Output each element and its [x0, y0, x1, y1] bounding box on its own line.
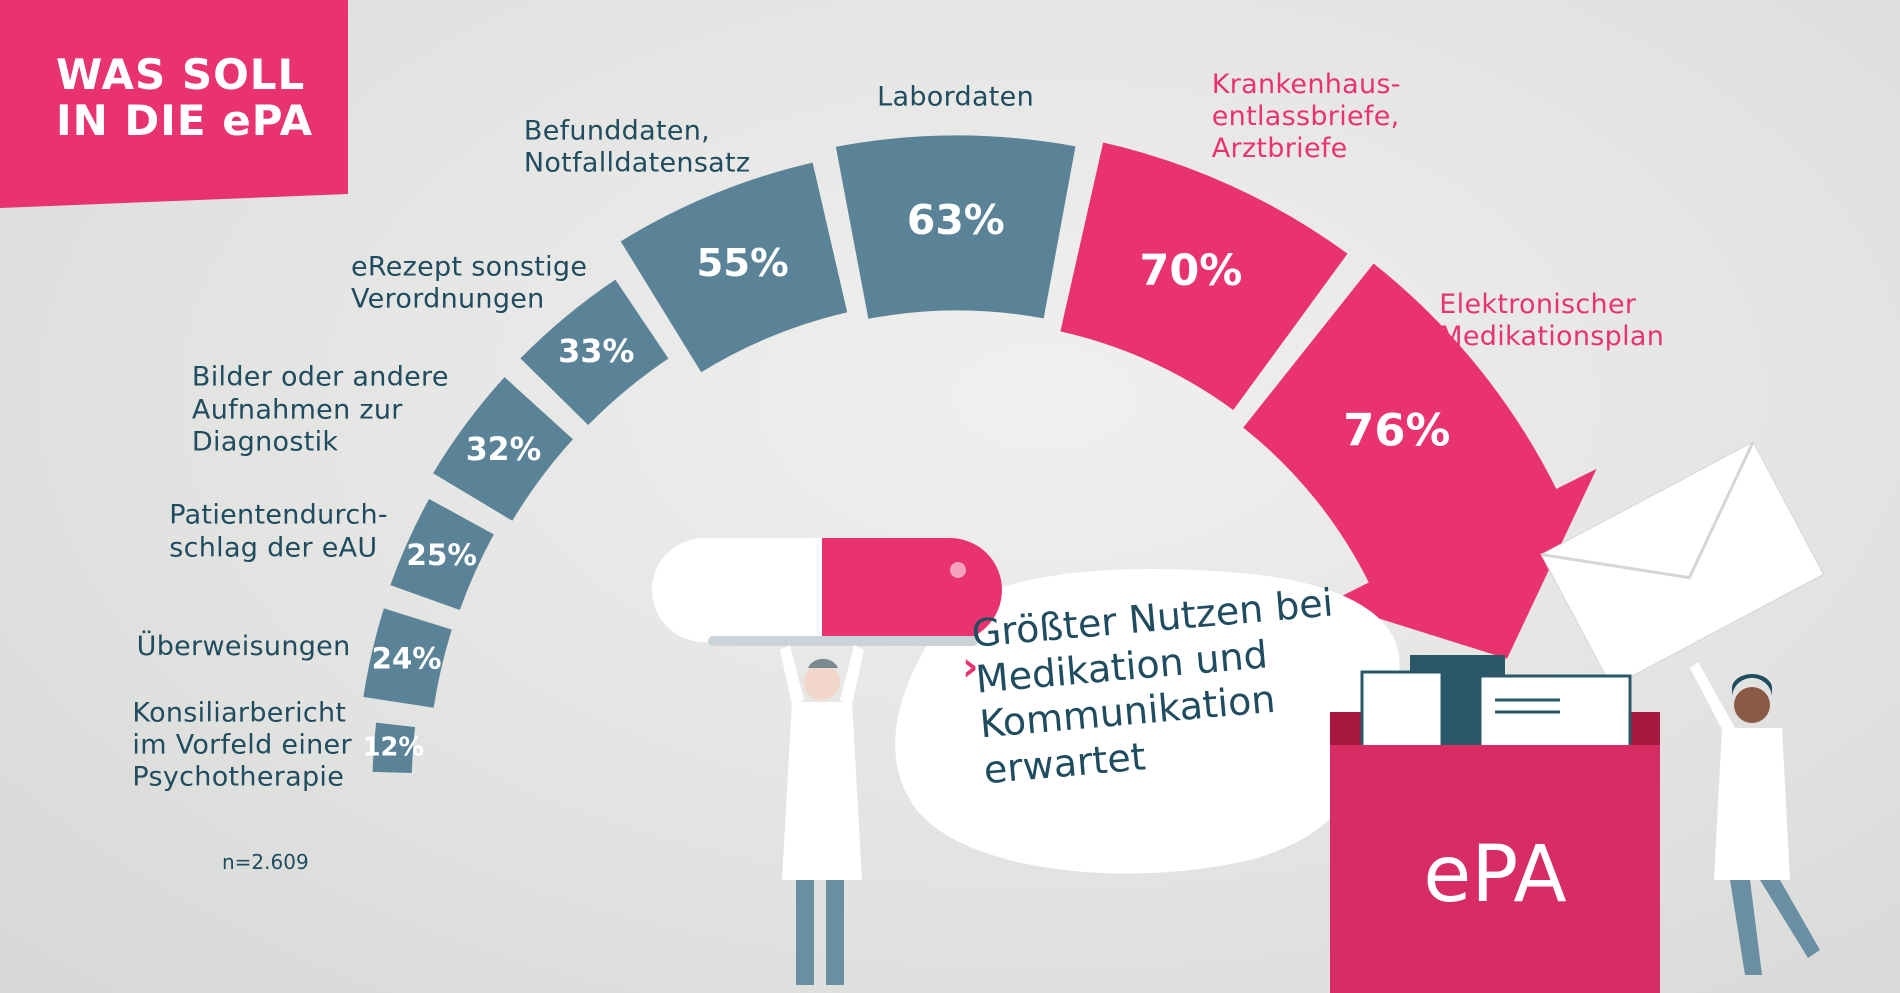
arc-segment	[372, 722, 416, 773]
sample-size: n=2.609	[222, 850, 309, 874]
category-label: Patientendurch- schlag der eAU	[169, 499, 388, 564]
title: WAS SOLL IN DIE ePA	[56, 50, 314, 146]
doctor-coat	[782, 702, 862, 880]
pill-shine	[950, 562, 966, 578]
envelope	[1540, 441, 1825, 688]
doctor-hair	[1731, 674, 1772, 700]
category-label: Überweisungen	[136, 631, 351, 663]
folder-label: ePA	[1423, 830, 1567, 920]
value-label: 32%	[466, 432, 542, 468]
doctor-arm	[1690, 662, 1735, 735]
arc-segment	[620, 162, 848, 373]
value-label: 70%	[1139, 246, 1242, 296]
speech-bubble	[895, 568, 1400, 874]
doctor-legs	[1730, 880, 1820, 975]
value-label: 24%	[372, 641, 442, 675]
arc-segment	[835, 135, 1076, 319]
envelope-body	[1540, 441, 1825, 688]
callout: Größter Nutzen bei Medikation und Kommun…	[970, 580, 1335, 793]
doctor-leg	[796, 880, 814, 985]
value-label: 55%	[697, 241, 789, 286]
folder	[1330, 745, 1660, 993]
arc-segment	[363, 608, 452, 708]
pill-shadow	[708, 636, 978, 646]
arc-segment	[390, 498, 494, 610]
category-label: Bilder oder andere Aufnahmen zur Diagnos…	[191, 361, 449, 458]
arc-segment	[520, 279, 669, 426]
category-label: Elektronischer Medikationsplan	[1439, 288, 1665, 353]
doctor-head	[804, 664, 840, 700]
envelope-flap	[1540, 441, 1755, 580]
doctor-head	[1734, 687, 1770, 723]
doctor-leg	[826, 880, 844, 985]
category-label: eRezept sonstige Verordnungen	[351, 251, 588, 315]
value-label: 12%	[363, 733, 424, 763]
doctor-arms	[780, 645, 864, 705]
value-label: 76%	[1343, 403, 1450, 456]
category-label: Befunddaten, Notfalldatensatz	[523, 115, 751, 179]
arc-segment	[433, 377, 573, 521]
arrow-head	[1328, 468, 1597, 659]
chevron: ›	[962, 644, 978, 690]
doctor-hair	[808, 658, 838, 668]
arc-segment	[1243, 263, 1558, 585]
doctor-coat	[1714, 728, 1790, 880]
value-label: 63%	[907, 196, 1005, 244]
arc-segment	[1060, 142, 1348, 410]
category-label: Labordaten	[877, 81, 1035, 113]
category-label: Krankenhaus- entlassbriefe, Arztbriefe	[1211, 68, 1401, 165]
value-label: 25%	[406, 538, 477, 572]
value-label: 33%	[558, 332, 634, 370]
title-box	[0, 0, 348, 208]
category-label: Konsiliarbericht im Vorfeld einer Psycho…	[132, 697, 352, 793]
